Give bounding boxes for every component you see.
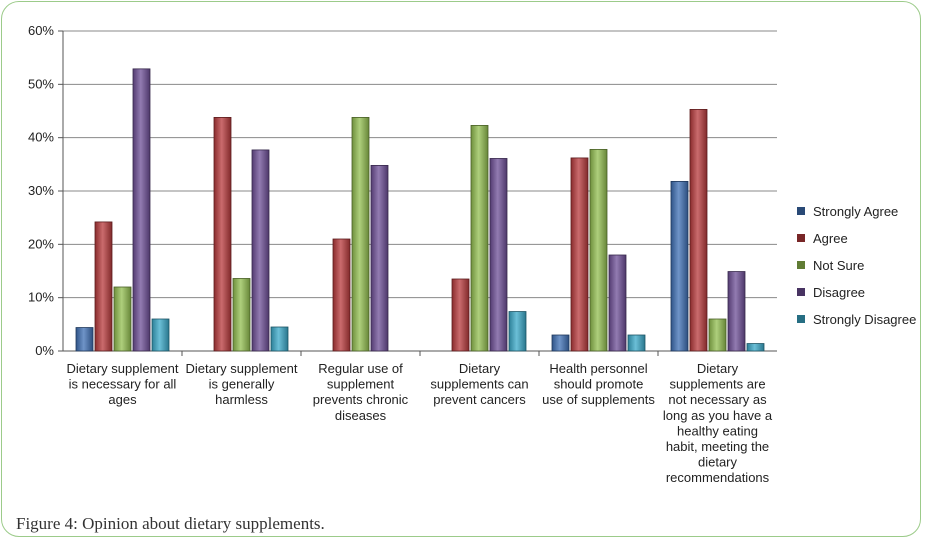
legend-swatch: [797, 315, 805, 323]
bar: [508, 311, 527, 352]
bar: [270, 326, 289, 352]
bar: [670, 180, 689, 352]
y-tick-label: 0%: [35, 343, 54, 358]
category-label: Regular use of supplement prevents chronic…: [313, 361, 409, 423]
legend: Strongly Agree Agree Not Sure Disagree Stron…: [797, 204, 916, 327]
y-tick-label: 20%: [28, 236, 54, 251]
bar: [470, 125, 489, 352]
bar: [113, 286, 132, 352]
legend-label: Strongly Agree: [813, 204, 898, 219]
legend-label: Not Sure: [813, 258, 864, 273]
bar: [608, 254, 627, 352]
figure-caption: Figure 4: Opinion about dietary suppleme…: [16, 514, 325, 533]
legend-swatch: [797, 288, 805, 296]
bar: [94, 221, 113, 352]
y-tick-label: 50%: [28, 76, 54, 91]
bar: [451, 278, 470, 352]
bars: [75, 68, 765, 352]
category-label: Dietary supplement is necessary for all ag…: [67, 361, 179, 407]
category-label: Dietary supplements are not necessary as lo…: [663, 361, 773, 485]
bar: [689, 109, 708, 352]
legend-label: Agree: [813, 231, 848, 246]
legend-swatch: [797, 234, 805, 242]
bar: [332, 238, 351, 352]
bar: [627, 334, 646, 352]
bar: [708, 318, 727, 352]
bar: [251, 149, 270, 352]
category-label: Dietary supplement is generally harmless: [186, 361, 298, 407]
axes: [58, 30, 777, 356]
y-tick-label: 30%: [28, 183, 54, 198]
bar: [151, 318, 170, 352]
bar: [746, 343, 765, 352]
grid-lines: [63, 30, 777, 352]
legend-label: Disagree: [813, 285, 865, 300]
bar: [489, 158, 508, 352]
axis-labels: 0% 10% 20% 30% 40% 50% 60% Dietary supplement is…: [28, 23, 773, 485]
bar: [75, 327, 94, 352]
legend-swatch: [797, 261, 805, 269]
bar: [570, 157, 589, 352]
category-label: Dietary supplements can prevent cancers: [430, 361, 528, 407]
y-tick-label: 40%: [28, 130, 54, 145]
category-label: Health personnel should promote use of sup…: [542, 361, 655, 407]
bar: [213, 117, 232, 352]
bar: [132, 68, 151, 352]
bar: [232, 278, 251, 352]
y-tick-label: 10%: [28, 290, 54, 305]
bar: [370, 164, 389, 352]
bar: [551, 334, 570, 352]
y-tick-label: 60%: [28, 23, 54, 38]
legend-swatch: [797, 207, 805, 215]
legend-label: Strongly Disagree: [813, 312, 916, 327]
bar: [589, 148, 608, 352]
bar: [351, 117, 370, 352]
bar: [727, 271, 746, 352]
